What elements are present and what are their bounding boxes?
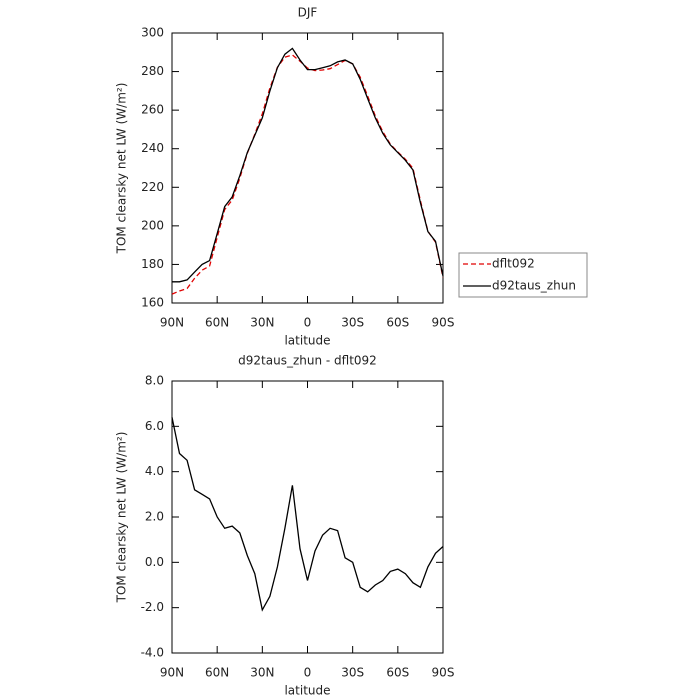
plot-frame bbox=[171, 32, 444, 304]
y-tick-label: 240 bbox=[141, 141, 164, 155]
y-tick-label: 6.0 bbox=[145, 419, 164, 433]
y-tick-label: 200 bbox=[141, 218, 164, 232]
x-tick-label: 30S bbox=[341, 316, 364, 330]
x-tick-label: 0 bbox=[304, 316, 312, 330]
chart-title: d92taus_zhun - dflt092 bbox=[238, 354, 377, 368]
x-tick-label: 90N bbox=[160, 666, 184, 680]
y-tick-label: 2.0 bbox=[145, 510, 164, 524]
x-tick-label: 90S bbox=[432, 666, 455, 680]
y-tick-label: 160 bbox=[141, 296, 164, 310]
y-tick-label: 260 bbox=[141, 103, 164, 117]
y-tick-label: -2.0 bbox=[141, 600, 164, 614]
x-tick-label: 60N bbox=[205, 316, 229, 330]
x-tick-label: 60S bbox=[386, 316, 409, 330]
y-tick-label: 220 bbox=[141, 180, 164, 194]
x-tick-label: 90N bbox=[160, 316, 184, 330]
y-tick-label: 180 bbox=[141, 257, 164, 271]
x-tick-label: 30N bbox=[250, 316, 274, 330]
y-tick-label: 4.0 bbox=[145, 464, 164, 478]
x-tick-label: 60S bbox=[386, 666, 409, 680]
x-tick-label: 30N bbox=[250, 666, 274, 680]
x-tick-label: 60N bbox=[205, 666, 229, 680]
x-axis-label: latitude bbox=[284, 334, 330, 348]
plot-frame bbox=[171, 380, 444, 654]
y-axis-label: TOM clearsky net LW (W/m²) bbox=[115, 83, 129, 255]
y-tick-label: 280 bbox=[141, 64, 164, 78]
y-tick-label: 0.0 bbox=[145, 555, 164, 569]
y-tick-label: 300 bbox=[141, 26, 164, 40]
data-line bbox=[171, 54, 444, 295]
legend-label: dflt092 bbox=[492, 257, 535, 271]
data-line bbox=[171, 417, 444, 612]
y-tick-label: -4.0 bbox=[141, 646, 164, 660]
legend-box bbox=[458, 252, 588, 298]
x-tick-label: 90S bbox=[432, 316, 455, 330]
data-line bbox=[172, 47, 444, 283]
chart-title: DJF bbox=[298, 6, 318, 20]
x-tick-label: 30S bbox=[341, 666, 364, 680]
x-axis-label: latitude bbox=[284, 684, 330, 698]
y-axis-label: TOM clearsky net LW (W/m²) bbox=[115, 432, 129, 604]
x-tick-label: 0 bbox=[304, 666, 312, 680]
y-tick-label: 8.0 bbox=[145, 374, 164, 388]
legend-label: d92taus_zhun bbox=[492, 279, 576, 293]
